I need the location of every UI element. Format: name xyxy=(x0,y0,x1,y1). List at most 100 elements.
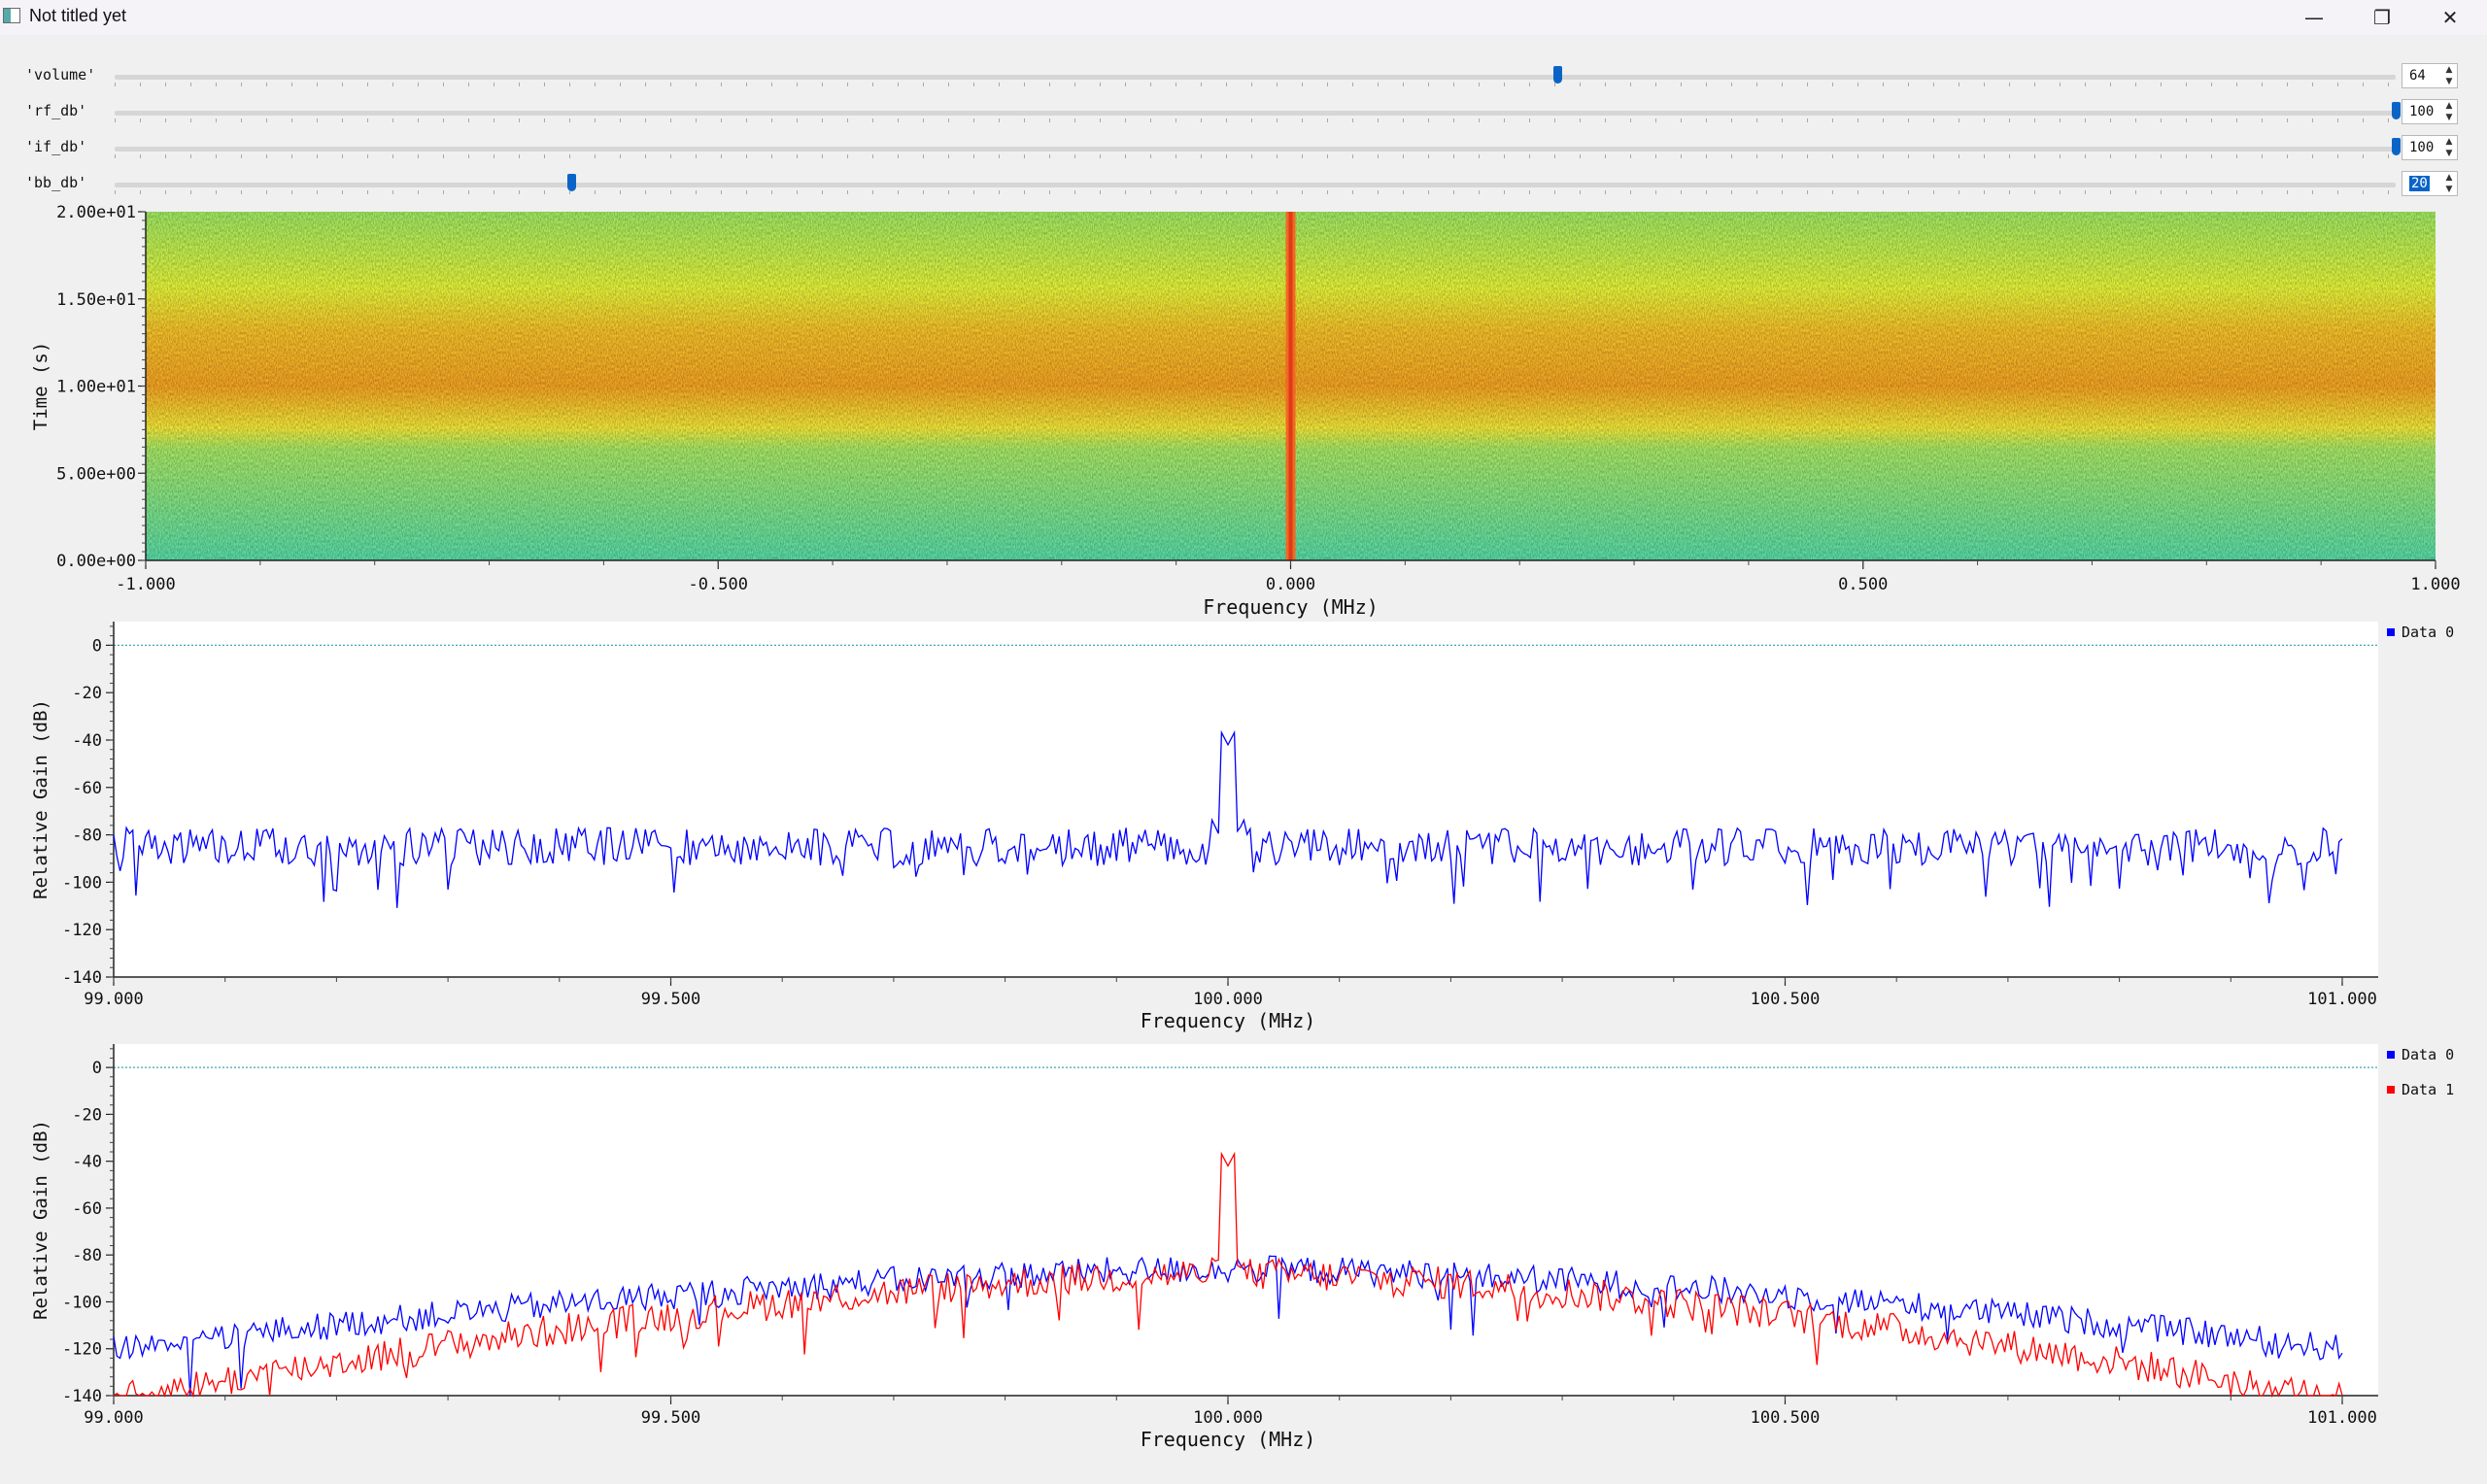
spectrum-plot-1-y-axis-label: Relative Gain (dB) xyxy=(30,699,51,899)
series-line-data-0 xyxy=(113,729,2343,908)
rf-db-slider-ticks xyxy=(115,118,2396,122)
bb-db-value[interactable]: 20 xyxy=(2409,176,2430,191)
y-tick-label: -100 xyxy=(62,873,102,893)
volume-slider-thumb[interactable] xyxy=(1553,66,1563,84)
y-tick-label: -20 xyxy=(72,1105,102,1125)
x-tick-label: 99.000 xyxy=(84,1408,143,1428)
waterfall-x-tick-label: 0.500 xyxy=(1838,575,1888,594)
legend-entry-data-1: Data 1 xyxy=(2402,1081,2454,1098)
waterfall-plot[interactable]: 2.00e+01 1.50e+01 1.00e+01 5.00e+00 0.00e+00… xyxy=(0,199,2487,622)
bb-db-spinbox[interactable]: 20 ▲ ▼ xyxy=(2402,171,2458,196)
y-tick-label: -80 xyxy=(72,1246,102,1265)
if-db-slider-thumb[interactable] xyxy=(2392,138,2401,155)
volume-slider[interactable] xyxy=(115,66,2396,84)
waterfall-carrier-core xyxy=(1288,212,1293,560)
y-tick-label: -80 xyxy=(72,826,102,846)
x-tick-label: 101.000 xyxy=(2307,1408,2377,1428)
close-button[interactable]: ✕ xyxy=(2441,6,2459,29)
legend-swatch-data-0 xyxy=(2387,1051,2395,1059)
waterfall-y-tick-label: 1.50e+01 xyxy=(56,290,136,310)
x-tick-label: 99.500 xyxy=(641,990,700,1009)
waterfall-y-tick-label: 0.00e+00 xyxy=(56,552,136,571)
volume-value[interactable]: 64 xyxy=(2409,68,2426,84)
bb-db-label: 'bb_db' xyxy=(25,174,87,191)
y-tick-label: -140 xyxy=(62,1387,102,1406)
y-tick-label: 0 xyxy=(92,636,102,656)
waterfall-y-tick-label: 5.00e+00 xyxy=(56,464,136,484)
spectrum-plot-2-legend: Data 0 Data 1 xyxy=(2387,1046,2454,1098)
if-db-slider[interactable] xyxy=(115,138,2401,155)
legend-entry-data-0: Data 0 xyxy=(2402,624,2454,641)
rf-db-spinbox[interactable]: 100 ▲ ▼ xyxy=(2402,99,2458,124)
bb-db-spin-arrows-icon[interactable]: ▲ ▼ xyxy=(2445,173,2453,194)
waterfall-x-tick-label: -0.500 xyxy=(689,575,748,594)
spectrum-plot-1[interactable]: 0 -20 -40 -60 -80 -100 -120 -140 99.000 99.500 100… xyxy=(0,622,2487,1044)
spectrum-plot-1-axes: 0 -20 -40 -60 -80 -100 -120 -140 99.000 99.500 100… xyxy=(62,622,2378,1009)
waterfall-y-tick-label: 1.00e+01 xyxy=(56,378,136,397)
spectrum-plot-2-x-axis-label: Frequency (MHz) xyxy=(1141,1428,1316,1451)
plot-canvas xyxy=(114,1044,2378,1396)
x-tick-label: 100.500 xyxy=(1751,990,1821,1009)
waterfall-x-tick-label: -1.000 xyxy=(116,575,175,594)
title-bar: Not titled yet — ❐ ✕ xyxy=(0,0,2487,35)
bb-db-slider-thumb[interactable] xyxy=(566,174,576,191)
rf-db-value[interactable]: 100 xyxy=(2409,104,2435,119)
waterfall-x-axis-label: Frequency (MHz) xyxy=(1203,595,1379,619)
series-line-data-1 xyxy=(113,1151,2343,1399)
minimize-button[interactable]: — xyxy=(2304,6,2324,29)
legend-entry-data-0: Data 0 xyxy=(2402,1046,2454,1063)
y-tick-label: -60 xyxy=(72,1199,102,1219)
legend-swatch-data-1 xyxy=(2387,1086,2395,1094)
rf-db-label: 'rf_db' xyxy=(25,102,87,119)
bb-db-slider[interactable] xyxy=(115,174,2396,191)
volume-label: 'volume' xyxy=(25,66,96,84)
volume-slider-ticks xyxy=(115,83,2396,86)
window-title: Not titled yet xyxy=(29,6,127,25)
waterfall-axes: 2.00e+01 1.50e+01 1.00e+01 5.00e+00 0.00e+00… xyxy=(56,203,2460,594)
if-db-spin-arrows-icon[interactable]: ▲ ▼ xyxy=(2445,137,2453,158)
if-db-label: 'if_db' xyxy=(25,138,87,155)
waterfall-y-axis-label: Time (s) xyxy=(30,342,51,431)
x-tick-label: 99.500 xyxy=(641,1408,700,1428)
legend-swatch-data-0 xyxy=(2387,628,2395,636)
waterfall-x-tick-label: 0.000 xyxy=(1266,575,1315,594)
bb-db-control-row: 'bb_db' 20 ▲ ▼ xyxy=(0,166,2487,199)
rf-db-spin-arrows-icon[interactable]: ▲ ▼ xyxy=(2445,101,2453,122)
y-tick-label: -60 xyxy=(72,779,102,798)
y-tick-label: -20 xyxy=(72,684,102,703)
x-tick-label: 99.000 xyxy=(84,990,143,1009)
series-line-data-0 xyxy=(113,1255,2343,1397)
rf-db-control-row: 'rf_db' 100 ▲ ▼ xyxy=(0,94,2487,127)
rf-db-slider-thumb[interactable] xyxy=(2392,102,2401,119)
volume-control-row: 'volume' 64 ▲ ▼ xyxy=(0,58,2487,91)
spectrum-plot-1-x-axis-label: Frequency (MHz) xyxy=(1141,1009,1316,1032)
spectrum-plot-1-legend: Data 0 xyxy=(2387,624,2454,641)
x-tick-label: 101.000 xyxy=(2307,990,2377,1009)
y-tick-label: -40 xyxy=(72,1153,102,1172)
restore-button[interactable]: ❐ xyxy=(2373,6,2391,29)
volume-spin-arrows-icon[interactable]: ▲ ▼ xyxy=(2445,65,2453,86)
y-tick-label: -140 xyxy=(62,968,102,988)
spectrum-plot-2-axes: 0 -20 -40 -60 -80 -100 -120 -140 99.000 99.500 100… xyxy=(62,1044,2378,1428)
plot-canvas xyxy=(114,622,2378,977)
x-tick-label: 100.000 xyxy=(1193,1408,1263,1428)
spectrum-plot-2[interactable]: 0 -20 -40 -60 -80 -100 -120 -140 99.000 99.500 100… xyxy=(0,1044,2487,1484)
if-db-value[interactable]: 100 xyxy=(2409,140,2435,155)
x-tick-label: 100.000 xyxy=(1193,990,1263,1009)
rf-db-slider[interactable] xyxy=(115,102,2401,119)
if-db-slider-ticks xyxy=(115,154,2396,158)
y-tick-label: -120 xyxy=(62,921,102,940)
waterfall-x-tick-label: 1.000 xyxy=(2410,575,2460,594)
waterfall-y-tick-label: 2.00e+01 xyxy=(56,203,136,222)
x-tick-label: 100.500 xyxy=(1751,1408,1821,1428)
if-db-spinbox[interactable]: 100 ▲ ▼ xyxy=(2402,135,2458,160)
bb-db-slider-ticks xyxy=(115,190,2396,194)
y-tick-label: 0 xyxy=(92,1059,102,1078)
y-tick-label: -100 xyxy=(62,1293,102,1312)
y-tick-label: -40 xyxy=(72,731,102,751)
y-tick-label: -120 xyxy=(62,1340,102,1360)
if-db-control-row: 'if_db' 100 ▲ ▼ xyxy=(0,130,2487,163)
spectrum-plot-2-y-axis-label: Relative Gain (dB) xyxy=(30,1120,51,1320)
app-icon xyxy=(3,8,20,23)
volume-spinbox[interactable]: 64 ▲ ▼ xyxy=(2402,63,2458,88)
